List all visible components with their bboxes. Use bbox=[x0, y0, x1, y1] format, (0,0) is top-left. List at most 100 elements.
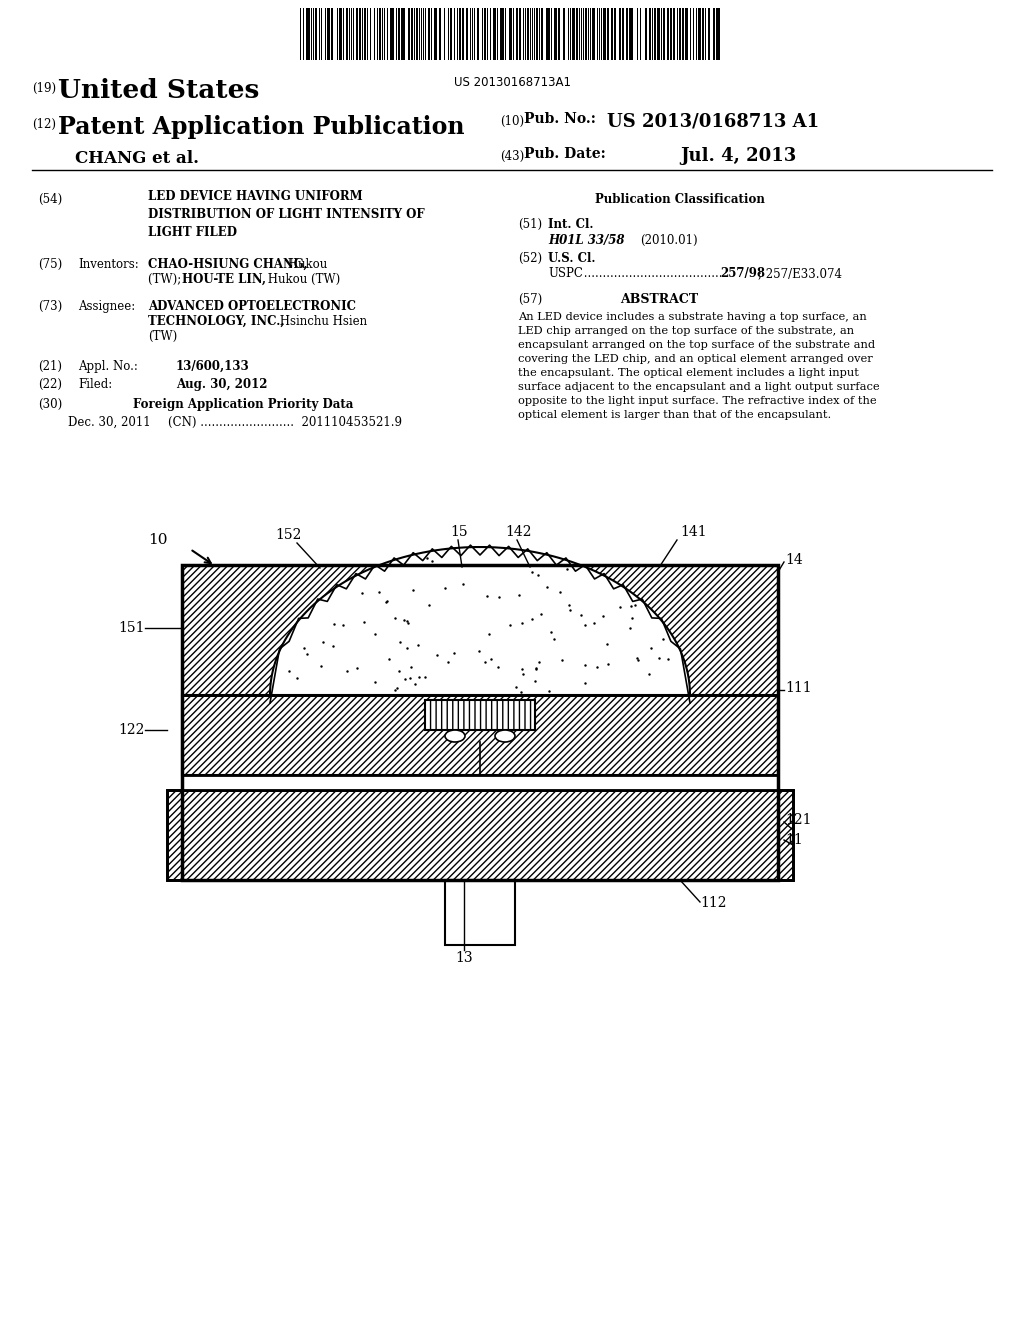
Text: 142: 142 bbox=[505, 525, 531, 539]
Bar bbox=[575, 8, 578, 59]
Text: U.S. Cl.: U.S. Cl. bbox=[548, 252, 596, 265]
Text: 112: 112 bbox=[700, 896, 726, 909]
Bar bbox=[428, 8, 430, 59]
Bar bbox=[592, 8, 595, 59]
Bar bbox=[708, 8, 710, 59]
Bar bbox=[315, 8, 317, 59]
Bar bbox=[364, 8, 366, 59]
Bar bbox=[563, 8, 565, 59]
Text: (19): (19) bbox=[32, 82, 56, 95]
Bar bbox=[614, 8, 616, 59]
Bar bbox=[306, 8, 310, 59]
Bar bbox=[585, 8, 587, 59]
Bar bbox=[327, 8, 330, 59]
Bar bbox=[663, 8, 665, 59]
Text: encapsulant arranged on the top surface of the substrate and: encapsulant arranged on the top surface … bbox=[518, 341, 876, 350]
Bar bbox=[667, 8, 669, 59]
Text: An LED device includes a substrate having a top surface, an: An LED device includes a substrate havin… bbox=[518, 312, 866, 322]
Bar bbox=[359, 8, 361, 59]
Text: 257/98: 257/98 bbox=[720, 267, 765, 280]
Bar bbox=[702, 8, 705, 59]
Bar bbox=[558, 8, 560, 59]
Text: 121: 121 bbox=[785, 813, 811, 828]
Bar bbox=[182, 565, 778, 880]
Text: TECHNOLOGY, INC.,: TECHNOLOGY, INC., bbox=[148, 315, 285, 327]
Text: Patent Application Publication: Patent Application Publication bbox=[58, 115, 465, 139]
Text: Hukou (TW): Hukou (TW) bbox=[264, 273, 340, 286]
Text: Jul. 4, 2013: Jul. 4, 2013 bbox=[680, 147, 797, 165]
Bar bbox=[670, 8, 672, 59]
Text: CHANG et al.: CHANG et al. bbox=[75, 150, 199, 168]
Bar bbox=[484, 8, 486, 59]
Text: (CN) .........................  201110453521.9: (CN) ......................... 201110453… bbox=[168, 416, 402, 429]
Text: (10): (10) bbox=[500, 115, 524, 128]
Bar bbox=[398, 8, 400, 59]
Text: Int. Cl.: Int. Cl. bbox=[548, 218, 594, 231]
Text: ABSTRACT: ABSTRACT bbox=[620, 293, 698, 306]
Polygon shape bbox=[270, 546, 690, 696]
Bar bbox=[519, 8, 521, 59]
Text: H01L 33/58: H01L 33/58 bbox=[548, 234, 625, 247]
Text: 13: 13 bbox=[456, 950, 473, 965]
Text: opposite to the light input surface. The refractive index of the: opposite to the light input surface. The… bbox=[518, 396, 877, 407]
Bar bbox=[626, 8, 628, 59]
Bar bbox=[541, 8, 543, 59]
Text: 151: 151 bbox=[118, 620, 144, 635]
Bar bbox=[536, 8, 538, 59]
Bar bbox=[679, 8, 681, 59]
Text: surface adjacent to the encapsulant and a light output surface: surface adjacent to the encapsulant and … bbox=[518, 381, 880, 392]
Text: HOU-TE LIN,: HOU-TE LIN, bbox=[182, 273, 266, 286]
Bar bbox=[182, 565, 778, 696]
Text: Aug. 30, 2012: Aug. 30, 2012 bbox=[176, 378, 267, 391]
Text: USPC: USPC bbox=[548, 267, 583, 280]
Bar bbox=[379, 8, 381, 59]
Bar bbox=[401, 8, 406, 59]
Bar bbox=[445, 880, 515, 945]
Text: the encapsulant. The optical element includes a light input: the encapsulant. The optical element inc… bbox=[518, 368, 859, 378]
Bar bbox=[466, 8, 468, 59]
Bar bbox=[682, 8, 684, 59]
Bar bbox=[346, 8, 348, 59]
Bar bbox=[713, 8, 715, 59]
Bar bbox=[356, 8, 358, 59]
Ellipse shape bbox=[495, 730, 515, 742]
Bar bbox=[516, 8, 518, 59]
Text: (73): (73) bbox=[38, 300, 62, 313]
Text: LED chip arranged on the top surface of the substrate, an: LED chip arranged on the top surface of … bbox=[518, 326, 854, 337]
Text: (54): (54) bbox=[38, 193, 62, 206]
Text: 13/600,133: 13/600,133 bbox=[176, 360, 250, 374]
Bar bbox=[527, 8, 529, 59]
Bar bbox=[450, 8, 452, 59]
Bar bbox=[477, 8, 479, 59]
Text: (TW);: (TW); bbox=[148, 273, 185, 286]
Text: Dec. 30, 2011: Dec. 30, 2011 bbox=[68, 416, 151, 429]
Bar bbox=[645, 8, 647, 59]
Bar bbox=[618, 8, 621, 59]
Text: (30): (30) bbox=[38, 399, 62, 411]
Bar bbox=[425, 700, 535, 730]
Bar bbox=[554, 8, 557, 59]
Text: covering the LED chip, and an optical element arranged over: covering the LED chip, and an optical el… bbox=[518, 354, 872, 364]
Bar bbox=[629, 8, 633, 59]
Text: US 2013/0168713 A1: US 2013/0168713 A1 bbox=[607, 112, 819, 129]
Text: Publication Classification: Publication Classification bbox=[595, 193, 765, 206]
Text: 152: 152 bbox=[275, 528, 301, 543]
Text: .....................................: ..................................... bbox=[580, 267, 723, 280]
Bar bbox=[434, 8, 437, 59]
Text: 15: 15 bbox=[450, 525, 468, 539]
Bar bbox=[416, 8, 418, 59]
Text: 111: 111 bbox=[785, 681, 812, 696]
Text: (52): (52) bbox=[518, 252, 542, 265]
Text: (21): (21) bbox=[38, 360, 62, 374]
Bar bbox=[649, 8, 651, 59]
Bar bbox=[654, 8, 656, 59]
Bar bbox=[167, 789, 793, 880]
Bar bbox=[339, 8, 342, 59]
Bar bbox=[607, 8, 609, 59]
Bar bbox=[182, 696, 778, 775]
Text: optical element is larger than that of the encapsulant.: optical element is larger than that of t… bbox=[518, 411, 831, 420]
Text: (51): (51) bbox=[518, 218, 542, 231]
Bar bbox=[462, 8, 464, 59]
Text: Pub. No.:: Pub. No.: bbox=[524, 112, 596, 125]
Text: US 20130168713A1: US 20130168713A1 bbox=[454, 77, 570, 88]
